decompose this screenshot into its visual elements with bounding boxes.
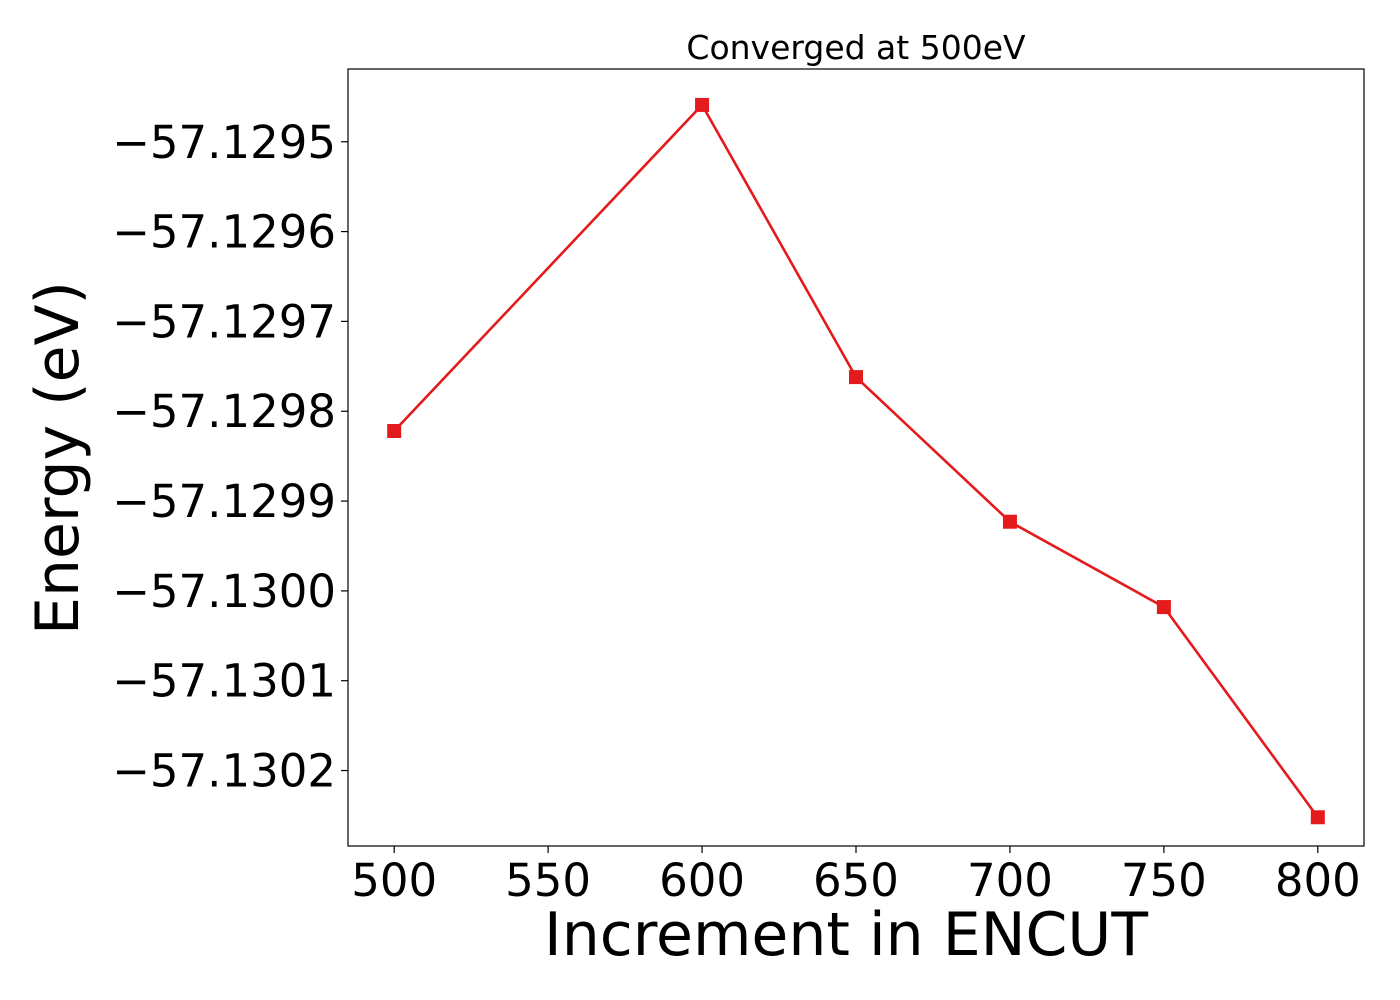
data-point-marker <box>387 424 402 439</box>
x-axis-label: Increment in ENCUT <box>544 900 1148 970</box>
y-tick-label: −57.1302 <box>112 745 336 798</box>
y-tick-label: −57.1300 <box>112 565 336 618</box>
y-tick-label: −57.1297 <box>112 295 336 348</box>
series-line <box>393 103 1319 819</box>
plot-area <box>347 68 1365 847</box>
y-axis-label: Energy (eV) <box>23 281 93 635</box>
data-point-marker <box>1002 514 1017 529</box>
y-tick-label: −57.1298 <box>112 385 336 438</box>
y-tick-label: −57.1296 <box>112 206 336 259</box>
chart-title: Converged at 500eV <box>686 28 1026 67</box>
x-axis-ticks: 500 550 600 650 700 750 800 <box>351 846 1361 907</box>
x-tick-label: 550 <box>505 854 591 907</box>
x-tick-label: 700 <box>967 854 1053 907</box>
x-tick-label: 800 <box>1275 854 1361 907</box>
x-tick-label: 650 <box>813 854 899 907</box>
data-point-marker <box>1310 810 1325 825</box>
y-tick-label: −57.1295 <box>112 116 336 169</box>
y-tick-label: −57.1299 <box>112 475 336 528</box>
y-tick-label: −57.1301 <box>112 655 336 708</box>
x-tick-label: 750 <box>1121 854 1207 907</box>
data-point-marker <box>849 370 863 385</box>
x-tick-label: 500 <box>351 854 437 907</box>
x-tick-label: 600 <box>659 854 745 907</box>
series-layer <box>387 97 1325 825</box>
data-point-marker <box>1156 600 1171 615</box>
data-point-marker <box>695 97 710 112</box>
y-axis-ticks: −57.1295 −57.1296 −57.1297 −57.1298 −57.1299… <box>112 116 348 798</box>
